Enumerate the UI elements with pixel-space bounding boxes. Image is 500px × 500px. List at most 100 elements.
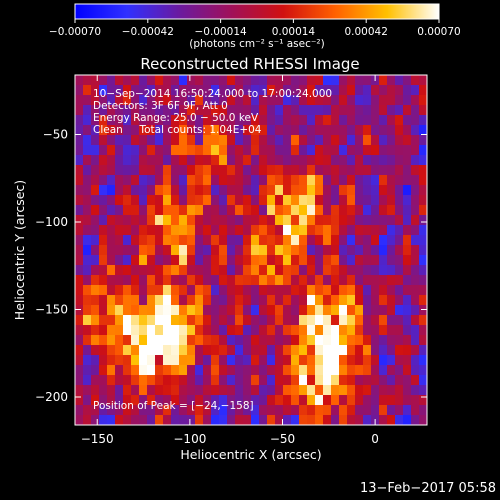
heatmap-cell — [99, 135, 107, 145]
heatmap-cell — [187, 95, 195, 105]
heatmap-cell — [115, 115, 123, 125]
heatmap-cell — [395, 295, 403, 305]
heatmap-cell — [235, 375, 243, 385]
heatmap-cell — [99, 165, 107, 175]
heatmap-cell — [131, 305, 139, 315]
heatmap-cell — [83, 365, 91, 375]
heatmap-cell — [243, 265, 251, 275]
heatmap-cell — [99, 355, 107, 365]
heatmap-cell — [187, 145, 195, 155]
heatmap-cell — [395, 355, 403, 365]
heatmap-cell — [355, 375, 363, 385]
heatmap-cell — [227, 325, 235, 335]
heatmap-cell — [299, 185, 307, 195]
heatmap-cell — [339, 235, 347, 245]
heatmap-cell — [115, 185, 123, 195]
heatmap-cell — [107, 155, 115, 165]
heatmap-cell — [131, 185, 139, 195]
heatmap-cell — [355, 145, 363, 155]
heatmap-cell — [323, 155, 331, 165]
heatmap-cell — [203, 95, 211, 105]
heatmap-cell — [283, 95, 291, 105]
heatmap-cell — [115, 315, 123, 325]
heatmap-cell — [155, 335, 163, 345]
heatmap-cell — [235, 345, 243, 355]
heatmap-cell — [163, 105, 171, 115]
heatmap-cell — [195, 165, 203, 175]
heatmap-cell — [379, 125, 387, 135]
heatmap-cell — [219, 115, 227, 125]
heatmap-cell — [139, 395, 147, 405]
heatmap-cell — [371, 155, 379, 165]
heatmap-cell — [419, 315, 427, 325]
heatmap-cell — [283, 385, 291, 395]
heatmap-cell — [251, 395, 259, 405]
heatmap-cell — [331, 165, 339, 175]
heatmap-cell — [115, 305, 123, 315]
heatmap-cell — [267, 335, 275, 345]
heatmap-cell — [99, 335, 107, 345]
heatmap-cell — [139, 375, 147, 385]
heatmap-cell — [155, 225, 163, 235]
heatmap-cell — [83, 405, 91, 415]
heatmap-cell — [187, 125, 195, 135]
heatmap-cell — [219, 275, 227, 285]
heatmap-cell — [99, 155, 107, 165]
heatmap-cell — [139, 405, 147, 415]
heatmap-cell — [275, 295, 283, 305]
heatmap-cell — [363, 115, 371, 125]
heatmap-cell — [291, 225, 299, 235]
heatmap-cell — [99, 315, 107, 325]
heatmap-cell — [419, 285, 427, 295]
heatmap-cell — [339, 375, 347, 385]
heatmap-cell — [211, 335, 219, 345]
heatmap-cell — [291, 125, 299, 135]
heatmap-cell — [219, 165, 227, 175]
heatmap-cell — [323, 405, 331, 415]
heatmap-cell — [179, 125, 187, 135]
heatmap-cell — [107, 275, 115, 285]
heatmap-cell — [155, 165, 163, 175]
heatmap-cell — [291, 165, 299, 175]
heatmap-cell — [139, 175, 147, 185]
heatmap-cell — [291, 95, 299, 105]
heatmap-cell — [163, 325, 171, 335]
heatmap-cell — [131, 135, 139, 145]
heatmap-cell — [403, 185, 411, 195]
heatmap-cell — [147, 195, 155, 205]
heatmap-cell — [163, 345, 171, 355]
heatmap-cell — [387, 325, 395, 335]
heatmap-cell — [91, 325, 99, 335]
heatmap-cell — [323, 285, 331, 295]
heatmap-cell — [411, 405, 419, 415]
heatmap-cell — [363, 365, 371, 375]
heatmap-cell — [419, 205, 427, 215]
heatmap-cell — [355, 215, 363, 225]
heatmap-cell — [219, 345, 227, 355]
y-tick-label: −200 — [35, 390, 68, 404]
heatmap-cell — [259, 345, 267, 355]
heatmap-cell — [347, 115, 355, 125]
heatmap-cell — [243, 295, 251, 305]
heatmap-cell — [387, 145, 395, 155]
heatmap-cell — [387, 295, 395, 305]
heatmap-cell — [371, 345, 379, 355]
x-axis-label: Heliocentric X (arcsec) — [180, 447, 321, 462]
heatmap-cell — [243, 135, 251, 145]
heatmap-cell — [259, 395, 267, 405]
heatmap-cell — [91, 75, 99, 85]
heatmap-cell — [307, 105, 315, 115]
heatmap-cell — [163, 145, 171, 155]
heatmap-cell — [179, 375, 187, 385]
heatmap-cell — [227, 125, 235, 135]
heatmap-cell — [171, 305, 179, 315]
heatmap-cell — [291, 285, 299, 295]
heatmap-cell — [123, 135, 131, 145]
heatmap-cell — [179, 325, 187, 335]
heatmap-cell — [267, 125, 275, 135]
heatmap-cell — [91, 205, 99, 215]
heatmap-cell — [75, 95, 83, 105]
heatmap-cell — [419, 235, 427, 245]
heatmap-cell — [203, 145, 211, 155]
heatmap-cell — [179, 415, 187, 425]
